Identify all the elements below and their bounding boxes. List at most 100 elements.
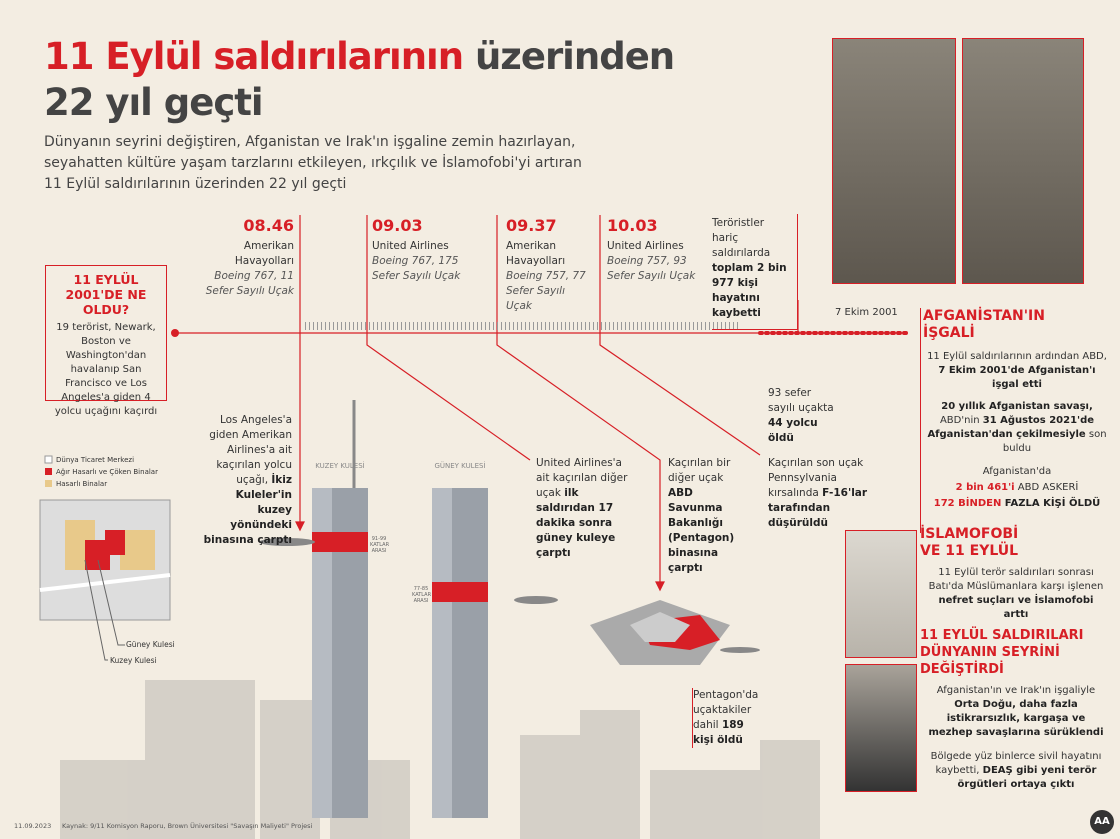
bold-text: DEAŞ gibi yeni terör örgütleri ortaya çı… bbox=[957, 765, 1097, 790]
flight-airline: United Airlines bbox=[607, 240, 684, 252]
photo bbox=[962, 38, 1084, 284]
bold-text: FAZLA KİŞİ ÖLDÜ bbox=[1001, 498, 1101, 509]
map-label: Kuzey Kulesi bbox=[110, 656, 157, 665]
intro: Dünyanın seyrini değiştiren, Afganistan … bbox=[44, 134, 582, 192]
flight-time: 09.37 bbox=[506, 216, 557, 235]
timeline bbox=[175, 215, 912, 592]
flight-airline: United Airlines bbox=[372, 240, 449, 252]
text: son buldu bbox=[1002, 429, 1107, 454]
flight-airline: Amerikan Havayolları bbox=[234, 240, 294, 267]
planes bbox=[259, 538, 760, 653]
section-heading: 11 EYLÜL SALDIRILARI DÜNYANIN SEYRİNİ DE… bbox=[920, 628, 1084, 677]
box-heading: 11 EYLÜL 2001'DE NE OLDU? bbox=[65, 272, 147, 317]
total-bold: toplam 2 bin 977 kişi hayatını kaybetti bbox=[712, 262, 787, 319]
desc-bold: İkiz Kuleler'in kuzey yönündeki binasına… bbox=[203, 474, 292, 546]
what-happened-box: 11 EYLÜL 2001'DE NE OLDU? 19 terörist, N… bbox=[45, 265, 167, 417]
text: 11 Eylül terör saldırıları sonrası Batı'… bbox=[928, 567, 1104, 592]
floor-label: 91-99 KATLAR ARASI bbox=[370, 536, 390, 554]
map-legend: Dünya Ticaret Merkezi Ağır Hasarlı ve Çö… bbox=[56, 454, 158, 490]
islamophobia: İSLAMOFOBİ VE 11 EYLÜL 11 Eylül terör sa… bbox=[920, 526, 1120, 622]
paragraph: 20 yıllık Afganistan savaşı, ABD'nin 31 … bbox=[927, 400, 1107, 456]
desc-north: Los Angeles'a giden Amerikan Airlines'a … bbox=[200, 413, 292, 548]
desc-pentagon: Kaçırılan bir diğer uçak ABD Savunma Bak… bbox=[668, 456, 748, 576]
twin-towers bbox=[312, 400, 488, 818]
bold-text: 7 Ekim 2001'de Afganistan'ı işgal etti bbox=[938, 365, 1096, 390]
map-label: Güney Kulesi bbox=[126, 640, 175, 649]
desc-text: United Airlines'a ait kaçırılan diğer uç… bbox=[536, 457, 628, 499]
flight: 08.46 Amerikan Havayolları Boeing 767, 11 … bbox=[184, 218, 294, 299]
desc-pentagon-deaths: Pentagon'da uçaktakiler dahil 189 kişi ö… bbox=[692, 688, 764, 748]
total-text: Teröristler hariç saldırılarda bbox=[712, 217, 771, 259]
text: 11 Eylül saldırılarının ardından ABD, bbox=[927, 351, 1107, 362]
paragraph: 11 Eylül saldırılarının ardından ABD, 7 … bbox=[927, 350, 1107, 392]
text: Afganistan'ın ve Irak'ın işgaliyle bbox=[936, 685, 1096, 696]
desc-bold: 189 kişi öldü bbox=[693, 719, 744, 746]
section-heading: AFGANİSTAN'IN İŞGALİ bbox=[923, 308, 1045, 341]
desc-south: United Airlines'a ait kaçırılan diğer uç… bbox=[536, 456, 628, 561]
red-text: 2 bin 461'i bbox=[955, 482, 1015, 493]
bold-text: Orta Doğu, daha fazla istikrarsızlık, ka… bbox=[928, 699, 1104, 738]
photo bbox=[845, 530, 917, 658]
desc-bold: ilk saldırıdan 17 dakika sonra güney kul… bbox=[536, 487, 616, 559]
title-dark: üzerinden bbox=[474, 35, 675, 78]
desc-text: Kaçırılan son uçak Pennsylvania kırsalın… bbox=[768, 457, 864, 499]
tower-label: GÜNEY KULESİ bbox=[434, 462, 486, 470]
title-line2: 22 yıl geçti bbox=[44, 81, 264, 124]
desc-bold: 44 yolcu öldü bbox=[768, 417, 818, 444]
desc-bold: F-16'lar tarafından düşürüldü bbox=[768, 487, 868, 529]
paragraph: 11 Eylül terör saldırıları sonrası Batı'… bbox=[926, 566, 1106, 622]
text: Afganistan'da bbox=[982, 466, 1052, 477]
legend-item: Ağır Hasarlı ve Çöken Binalar bbox=[56, 468, 158, 476]
desc-text: 93 sefer sayılı uçakta bbox=[768, 387, 834, 414]
desc-pennsylvania: Kaçırılan son uçak Pennsylvania kırsalın… bbox=[768, 456, 868, 531]
paragraph: Afganistan'ın ve Irak'ın işgaliyle Orta … bbox=[924, 684, 1108, 740]
footer-date: 11.09.2023 bbox=[14, 822, 52, 830]
text: ABD'nin bbox=[939, 415, 983, 426]
flight-plane: Boeing 767, 11 Sefer Sayılı Uçak bbox=[205, 270, 294, 297]
skyline bbox=[60, 680, 820, 839]
floor-label: 77-85 KATLAR ARASI bbox=[412, 586, 432, 604]
text: ABD ASKERİ bbox=[1014, 482, 1079, 493]
flight-plane: Boeing 757, 93 Sefer Sayılı Uçak bbox=[607, 255, 696, 282]
paragraph: Afganistan'da 2 bin 461'i ABD ASKERİ 172 B… bbox=[927, 464, 1107, 512]
bold-text: 20 yıllık Afganistan savaşı, bbox=[941, 401, 1093, 412]
flight-time: 08.46 bbox=[243, 216, 294, 235]
flight: 09.03 United Airlines Boeing 767, 175 Sefe… bbox=[372, 218, 482, 284]
flight: 09.37 Amerikan Havayolları Boeing 757, 77 … bbox=[506, 218, 591, 314]
bold-text: nefret suçları ve İslamofobi arttı bbox=[938, 595, 1094, 620]
red-text: 172 BİNDEN bbox=[933, 498, 1002, 509]
photo bbox=[845, 664, 917, 792]
box-body: 19 terörist, Newark, Boston ve Washingto… bbox=[54, 322, 158, 417]
timeline-date: 7 Ekim 2001 bbox=[835, 307, 898, 318]
footer-source: Kaynak: 9/11 Komisyon Raporu, Brown Üniv… bbox=[62, 822, 313, 830]
flight-time: 10.03 bbox=[607, 216, 658, 235]
bold-text: 31 Ağustos 2021'de Afganistan'dan çekilm… bbox=[927, 415, 1095, 440]
section-heading: İSLAMOFOBİ VE 11 EYLÜL bbox=[920, 526, 1019, 559]
flight-plane: Boeing 767, 175 Sefer Sayılı Uçak bbox=[372, 255, 461, 282]
pentagon bbox=[590, 600, 730, 665]
text: Bölgede yüz binlerce sivil hayatını kayb… bbox=[930, 751, 1102, 776]
world: 11 EYLÜL SALDIRILARI DÜNYANIN SEYRİNİ DE… bbox=[920, 627, 1120, 792]
logo: AA bbox=[1090, 810, 1114, 834]
title-red: 11 Eylül saldırılarının bbox=[44, 35, 464, 78]
legend-item: Dünya Ticaret Merkezi bbox=[56, 456, 135, 464]
desc-text: Kaçırılan bir diğer uçak bbox=[668, 457, 731, 484]
flight-airline: Amerikan Havayolları bbox=[506, 240, 566, 267]
legend-item: Hasarlı Binalar bbox=[56, 480, 108, 488]
title: 11 Eylül saldırılarının üzerinden 22 yıl … bbox=[44, 34, 675, 126]
tower-label: KUZEY KULESİ bbox=[315, 462, 365, 470]
afghanistan: AFGANİSTAN'IN İŞGALİ 11 Eylül saldırılar… bbox=[920, 308, 1120, 533]
total-box: Teröristler hariç saldırılarda toplam 2 … bbox=[712, 214, 798, 330]
flight-plane: Boeing 757, 77 Sefer Sayılı Uçak bbox=[506, 270, 586, 312]
desc-flight93: 93 sefer sayılı uçakta 44 yolcu öldü bbox=[768, 386, 838, 446]
flight-time: 09.03 bbox=[372, 216, 423, 235]
desc-text: Pentagon'da uçaktakiler dahil bbox=[693, 689, 759, 731]
desc-text: Los Angeles'a giden Amerikan Airlines'a … bbox=[209, 414, 292, 486]
paragraph: Bölgede yüz binlerce sivil hayatını kayb… bbox=[924, 750, 1108, 792]
map bbox=[39, 455, 171, 661]
flight: 10.03 United Airlines Boeing 757, 93 Sefer… bbox=[607, 218, 702, 284]
desc-bold: ABD Savunma Bakanlığı (Pentagon) binasın… bbox=[668, 487, 735, 574]
